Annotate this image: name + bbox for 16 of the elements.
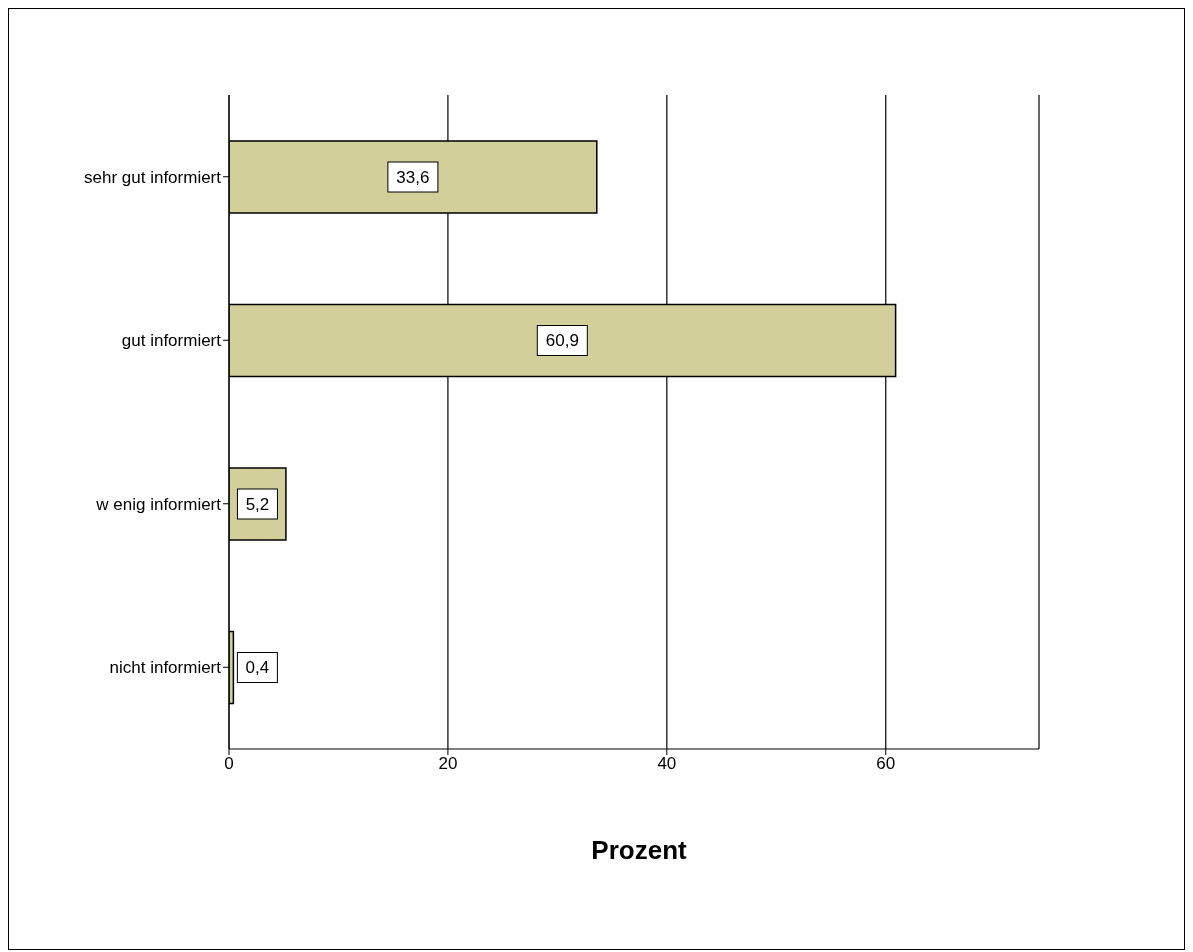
data-label: 33,6 [396, 167, 430, 187]
x-axis-title: Prozent [590, 835, 688, 866]
x-tick-label: 20 [438, 754, 458, 774]
y-tick-label: sehr gut informiert [84, 167, 222, 187]
bar [229, 303, 897, 378]
bar [229, 140, 598, 214]
y-tick-label: w enig informiert [95, 494, 222, 514]
data-label: 0,4 [245, 658, 270, 677]
x-tick-label: 40 [657, 754, 677, 774]
data-label: 60,9 [545, 331, 579, 350]
x-tick-label: 0 [224, 754, 234, 774]
frame: 0 20 40 60 sehr gut informiert gut informiert w enig informiert nicht informiert 33,6 60,9 5,2 0,4 Prozent [8, 8, 1185, 950]
x-tick-label: 60 [876, 754, 896, 774]
data-label: 5,2 [245, 494, 270, 514]
y-tick-label: nicht informiert [109, 658, 222, 678]
y-tick-label: gut informiert [121, 331, 222, 351]
